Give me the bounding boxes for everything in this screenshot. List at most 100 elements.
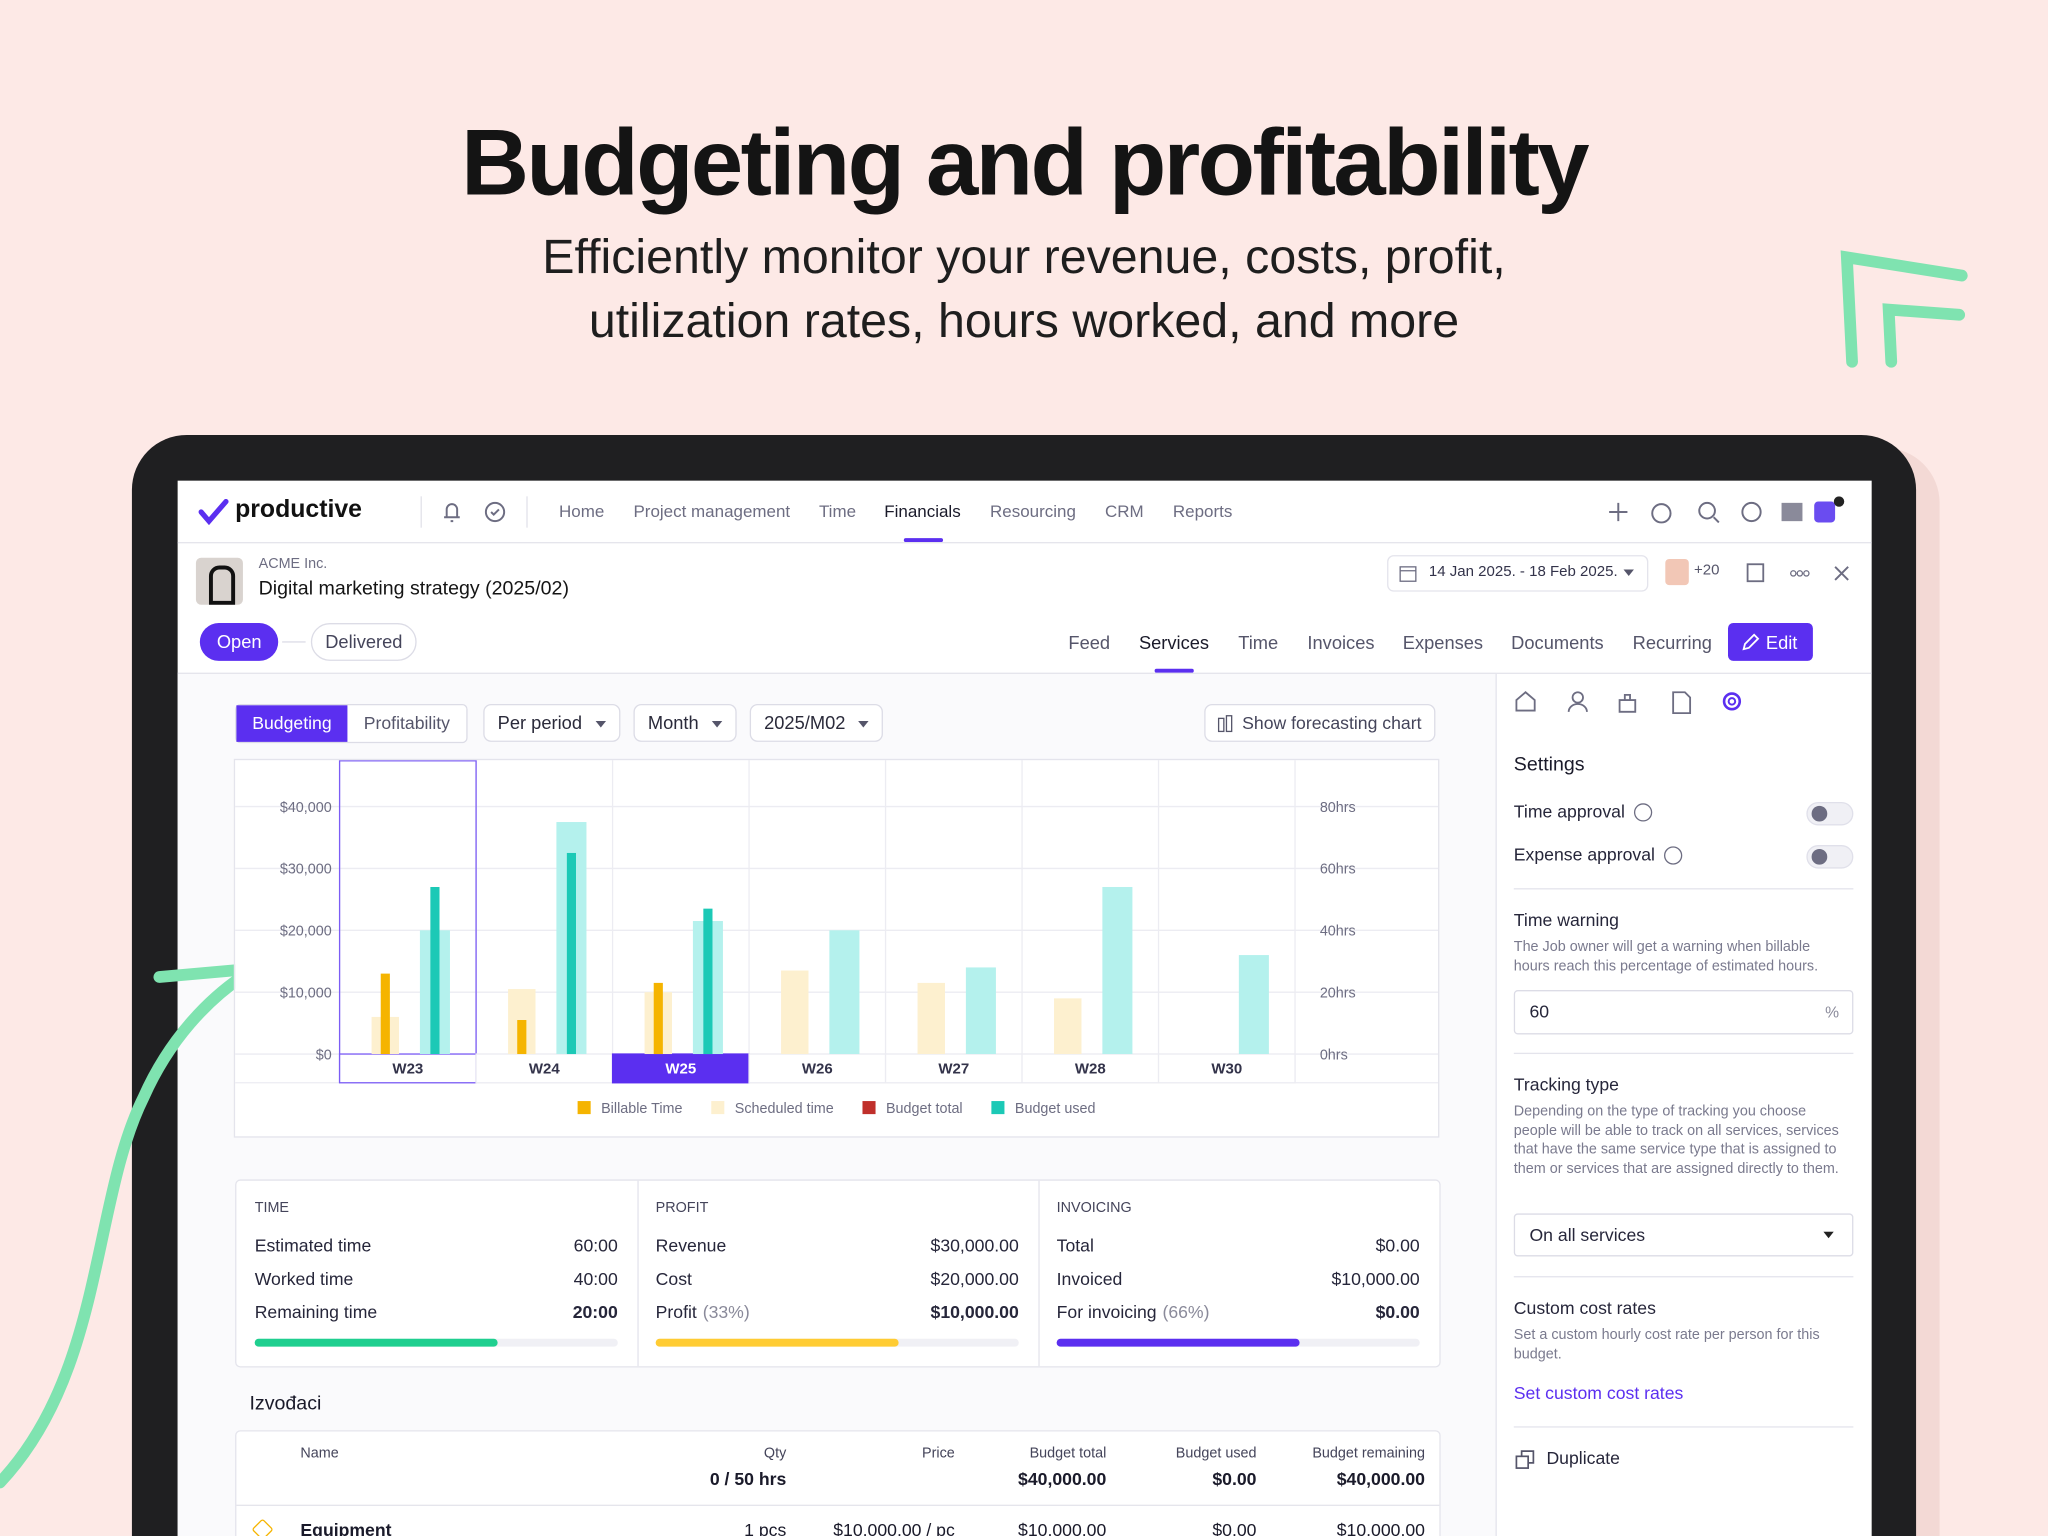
column-header: Budget used bbox=[1175, 1445, 1257, 1462]
summary-label: Cost bbox=[655, 1268, 692, 1289]
bar bbox=[1054, 998, 1082, 1055]
divider bbox=[177, 542, 1872, 544]
filter-select[interactable]: 2025/M02 bbox=[749, 703, 884, 742]
toggle-switch[interactable] bbox=[1806, 801, 1854, 826]
toggle-profitability[interactable]: Profitability bbox=[363, 713, 450, 733]
table-cell: $0.00 bbox=[1212, 1520, 1257, 1536]
summary-label: Estimated time bbox=[254, 1235, 372, 1256]
input-value: 60 bbox=[1529, 1001, 1550, 1022]
summary-label: For invoicing bbox=[1056, 1302, 1157, 1322]
divider bbox=[282, 641, 306, 643]
nav-item[interactable]: Resourcing bbox=[990, 501, 1076, 522]
tab-active-indicator bbox=[1154, 668, 1194, 673]
category-cell bbox=[1157, 1053, 1296, 1084]
time-warning-input[interactable]: 60 % bbox=[1513, 990, 1854, 1035]
tab[interactable]: Invoices bbox=[1307, 632, 1375, 654]
column-highlight bbox=[338, 760, 477, 1083]
duplicate-icon bbox=[1515, 1450, 1535, 1469]
tab[interactable]: Expenses bbox=[1402, 632, 1484, 654]
avatar[interactable] bbox=[1665, 559, 1689, 586]
custom-link[interactable]: Set custom cost rates bbox=[1513, 1383, 1684, 1403]
filter-label: Month bbox=[647, 711, 699, 733]
view-toggle: Budgeting Profitability bbox=[235, 703, 468, 744]
date-picker[interactable]: 14 Jan 2025. - 18 Feb 2025. bbox=[1387, 555, 1649, 592]
toggle-knob bbox=[1811, 848, 1828, 865]
bar bbox=[965, 967, 996, 1055]
status-delivered[interactable]: Delivered bbox=[310, 623, 417, 661]
y-tick-label: $0 bbox=[316, 1047, 332, 1063]
filter-select[interactable]: Month bbox=[633, 703, 737, 742]
dropdown-arrow bbox=[711, 720, 723, 728]
filter-select[interactable]: Per period bbox=[483, 703, 620, 742]
summary-label: Revenue bbox=[655, 1235, 727, 1256]
bar bbox=[430, 886, 440, 1055]
status-open[interactable]: Open bbox=[199, 623, 279, 661]
toggle-knob bbox=[1811, 805, 1828, 822]
progress-bar bbox=[1056, 1338, 1300, 1347]
bar bbox=[380, 973, 390, 1055]
forecast-button[interactable]: Show forecasting chart bbox=[1204, 703, 1436, 742]
legend-label: Scheduled time bbox=[735, 1101, 834, 1117]
tab[interactable]: Documents bbox=[1511, 632, 1604, 654]
y-tick-label: $10,000 bbox=[280, 985, 332, 1001]
header-actions[interactable] bbox=[1745, 562, 1855, 586]
bar bbox=[566, 852, 576, 1055]
x-tick-label: W26 bbox=[802, 1061, 833, 1078]
toggle-budgeting[interactable]: Budgeting bbox=[236, 705, 348, 742]
nav-item[interactable]: Reports bbox=[1172, 501, 1233, 522]
summary-title: PROFIT bbox=[655, 1200, 709, 1216]
nav-item[interactable]: Time bbox=[818, 501, 857, 522]
legend-item: Budget total bbox=[862, 1101, 963, 1117]
legend-swatch bbox=[577, 1101, 591, 1115]
nav-item[interactable]: CRM bbox=[1104, 501, 1144, 522]
divider bbox=[637, 1180, 639, 1367]
bar bbox=[829, 930, 860, 1055]
summary-note: (33%) bbox=[702, 1302, 750, 1322]
edit-button[interactable]: Edit bbox=[1727, 623, 1813, 661]
tracking-select[interactable]: On all services bbox=[1513, 1213, 1854, 1257]
summary-value: 20:00 bbox=[572, 1302, 618, 1322]
info-icon bbox=[1633, 803, 1653, 822]
legend-swatch bbox=[711, 1101, 725, 1115]
project-logo bbox=[195, 557, 243, 605]
filter-label: Per period bbox=[497, 711, 582, 733]
input-unit: % bbox=[1825, 1003, 1840, 1022]
tab[interactable]: Time bbox=[1238, 632, 1279, 654]
column-total: $40,000.00 bbox=[1018, 1469, 1107, 1489]
forecast-label: Show forecasting chart bbox=[1242, 713, 1422, 733]
duplicate[interactable]: Duplicate bbox=[1546, 1448, 1620, 1469]
tab[interactable]: Recurring bbox=[1632, 632, 1712, 654]
bar bbox=[653, 982, 663, 1055]
sidebar-icons[interactable] bbox=[1512, 690, 1747, 716]
date-range: 14 Jan 2025. - 18 Feb 2025. bbox=[1428, 564, 1618, 580]
column-header: Price bbox=[922, 1445, 955, 1462]
column-header: Budget total bbox=[1029, 1445, 1107, 1462]
tab[interactable]: Services bbox=[1138, 632, 1210, 654]
more-people[interactable]: +20 bbox=[1694, 562, 1720, 579]
summary-value: $10,000.00 bbox=[930, 1302, 1019, 1322]
nav-item[interactable]: Financials bbox=[884, 501, 961, 522]
nav-item[interactable]: Project management bbox=[633, 501, 791, 522]
summary-title: INVOICING bbox=[1056, 1200, 1132, 1216]
tab[interactable]: Feed bbox=[1068, 632, 1111, 654]
info-icon bbox=[1663, 846, 1683, 865]
y-tick-label: $40,000 bbox=[280, 800, 332, 816]
nav-icons[interactable] bbox=[439, 499, 512, 525]
client-name[interactable]: ACME Inc. bbox=[258, 556, 328, 573]
legend-label: Budget total bbox=[886, 1101, 963, 1117]
toggle-switch[interactable] bbox=[1806, 845, 1854, 869]
legend: Billable Time Scheduled time Budget total B… bbox=[577, 1101, 1096, 1117]
column-total: $40,000.00 bbox=[1336, 1469, 1425, 1489]
divider bbox=[1513, 1426, 1854, 1428]
x-tick-label: W25 bbox=[665, 1061, 696, 1078]
dropdown-arrow bbox=[595, 720, 606, 728]
bar bbox=[1102, 886, 1133, 1055]
nav-item[interactable]: Home bbox=[559, 501, 605, 522]
nav-actions[interactable] bbox=[1604, 496, 1865, 527]
logo[interactable]: productive bbox=[235, 496, 362, 524]
time-warning-desc: The Job owner will get a warning when bi… bbox=[1513, 939, 1819, 974]
divider bbox=[177, 672, 1872, 674]
custom-desc: Set a custom hourly cost rate per person… bbox=[1513, 1327, 1820, 1362]
y2-tick-label: 0hrs bbox=[1320, 1047, 1348, 1063]
y2-tick-label: 60hrs bbox=[1320, 862, 1356, 878]
